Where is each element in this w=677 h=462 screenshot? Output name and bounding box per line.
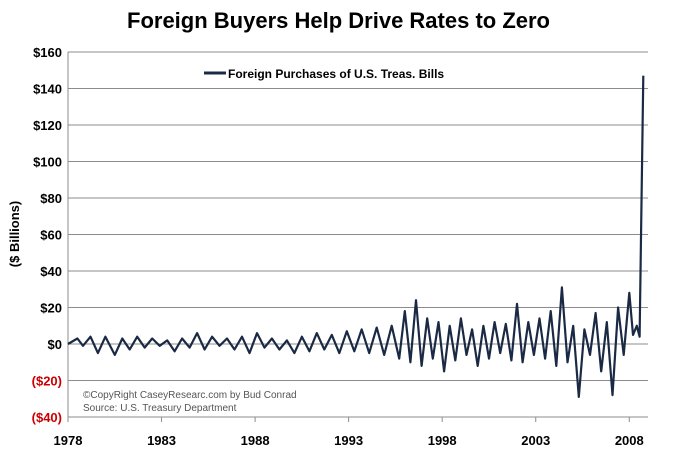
x-tick-label: 1993 bbox=[334, 433, 363, 448]
legend-label: Foreign Purchases of U.S. Treas. Bills bbox=[228, 67, 444, 81]
y-tick-label: $0 bbox=[48, 337, 62, 352]
y-tick-label: ($40) bbox=[32, 410, 62, 425]
y-tick-label: $160 bbox=[33, 45, 62, 60]
x-tick-label: 1978 bbox=[54, 433, 83, 448]
y-tick-label: $60 bbox=[40, 228, 62, 243]
y-tick-label: $100 bbox=[33, 155, 62, 170]
y-axis-label: ($ Billions) bbox=[7, 201, 22, 267]
x-tick-label: 2003 bbox=[521, 433, 550, 448]
y-tick-label: $20 bbox=[40, 301, 62, 316]
chart-title: Foreign Buyers Help Drive Rates to Zero bbox=[127, 8, 550, 33]
x-tick-label: 1988 bbox=[241, 433, 270, 448]
y-tick-label: $140 bbox=[33, 82, 62, 97]
y-tick-labels: $160 $140 $120 $100 $80 $60 $40 $20 $0 ($20) ($40) bbox=[32, 45, 62, 425]
x-tick-label: 2008 bbox=[615, 433, 644, 448]
y-tick-label: $80 bbox=[40, 191, 62, 206]
x-tick-labels: 1978 1983 1988 1993 1998 2003 2008 bbox=[54, 417, 644, 448]
x-tick-label: 1983 bbox=[147, 433, 176, 448]
y-tick-label: $120 bbox=[33, 118, 62, 133]
x-tick-label: 1998 bbox=[428, 433, 457, 448]
series-line-0 bbox=[67, 75, 645, 398]
series-layer bbox=[67, 75, 645, 398]
y-tick-label: $40 bbox=[40, 264, 62, 279]
source-annotation: Source: U.S. Treasury Department bbox=[83, 403, 237, 414]
grid-lines bbox=[68, 51, 648, 418]
y-tick-label: ($20) bbox=[32, 374, 62, 389]
legend: Foreign Purchases of U.S. Treas. Bills bbox=[204, 67, 444, 81]
copyright-annotation: ©CopyRight CaseyResearc.com by Bud Conra… bbox=[83, 390, 297, 401]
